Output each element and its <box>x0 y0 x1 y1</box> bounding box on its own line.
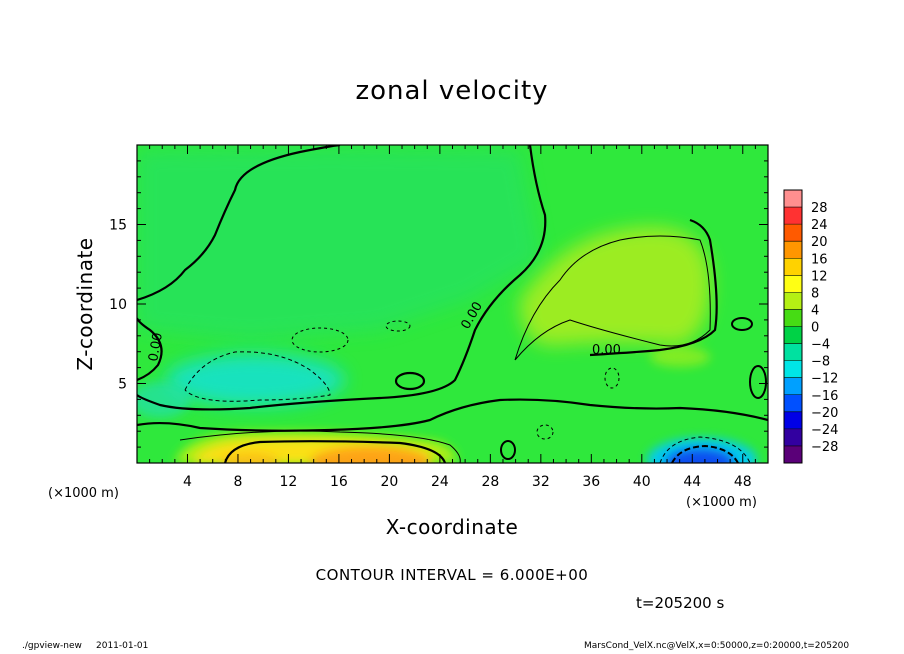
zero-contour-upper-left <box>137 145 341 302</box>
field-region-negative-left <box>165 354 345 406</box>
positive-contour-6 <box>223 440 447 463</box>
colorbar-swatch <box>784 207 802 225</box>
zero-contour-main <box>137 145 547 411</box>
zero-contour-loop-3 <box>731 317 753 331</box>
contour-label-left: 0.00 <box>146 332 166 363</box>
axes: 4 8 12 16 20 24 28 32 36 40 44 4851015X-coordinateZ… <box>48 145 768 539</box>
colorbar-label: −28 <box>811 440 838 455</box>
time-label: t=205200 s <box>636 594 725 612</box>
zero-contour-loop-4 <box>749 365 767 399</box>
field-region-negative-edge <box>137 382 190 418</box>
x-tick-label: 4 <box>183 474 192 490</box>
colorbar-label: −8 <box>811 355 830 370</box>
x-tick-label: 32 <box>532 474 550 490</box>
contour-lines <box>137 145 768 463</box>
colorbar-swatch <box>784 224 802 242</box>
colorbar-swatch <box>784 241 802 259</box>
colorbar-swatch <box>784 343 802 361</box>
footer-date: 2011-01-01 <box>96 641 149 651</box>
colorbar-label: 24 <box>811 218 828 233</box>
field-region-orange-small <box>220 453 280 463</box>
negative-contour-small-2 <box>385 320 411 332</box>
contour-interval-label: CONTOUR INTERVAL = 6.000E+00 <box>315 566 589 584</box>
negative-contour-small-3 <box>604 367 620 389</box>
y-tick-label: 5 <box>118 377 127 393</box>
chart-title: zonal velocity <box>355 76 549 106</box>
zero-contour-loop-2 <box>500 440 516 460</box>
positive-contour-right <box>514 235 711 361</box>
x-tick-label: 36 <box>582 474 600 490</box>
colorbar-swatch <box>784 292 802 310</box>
zero-contour-left-edge <box>137 317 163 382</box>
colorbar-swatch <box>784 326 802 344</box>
y-tick-label: 10 <box>109 297 127 313</box>
zero-contour-right <box>589 218 718 357</box>
x-tick-label: 16 <box>330 474 348 490</box>
zero-contour-lower <box>137 398 768 432</box>
field-region-blue-right <box>666 449 734 463</box>
x-tick-label: 24 <box>431 474 449 490</box>
colorbar-label: −12 <box>811 372 838 387</box>
negative-contour-left <box>184 351 331 402</box>
colorbar-label: 8 <box>811 286 819 301</box>
colorbar-swatch <box>784 275 802 293</box>
x-tick-label: 28 <box>481 474 499 490</box>
colorbar-swatch <box>784 445 802 463</box>
x-unit-label: (×1000 m) <box>686 495 757 510</box>
y-unit-label: (×1000 m) <box>48 486 119 501</box>
colorbar-swatch <box>784 411 802 429</box>
footer-source: MarsCond_VelX.nc@VelX,x=0:50000,z=0:2000… <box>584 641 850 651</box>
negative-contour-small-1 <box>291 327 349 353</box>
negative-contour-small-4 <box>536 424 554 440</box>
x-axis-title: X-coordinate <box>386 515 519 539</box>
x-tick-label: 20 <box>380 474 398 490</box>
field-region-positive-right <box>520 226 711 346</box>
x-tick-label: 12 <box>280 474 298 490</box>
x-tick-label: 44 <box>683 474 701 490</box>
zero-contour-loop-1 <box>394 371 426 391</box>
colorbar-label: −16 <box>811 389 838 404</box>
footer-program: ./gpview-new <box>22 641 82 651</box>
y-axis-title: Z-coordinate <box>73 237 97 370</box>
field-region-orange <box>310 447 430 463</box>
colorbar: 28 24 20 16 12 8 4 0 −4 −8 −12 −16 −20 −24 −28 <box>783 189 838 464</box>
x-tick-label: 40 <box>633 474 651 490</box>
colorbar-swatch <box>784 309 802 327</box>
negative-contour-right <box>659 436 751 463</box>
x-tick-label: 8 <box>233 474 242 490</box>
y-tick-label: 15 <box>109 218 127 234</box>
colorbar-label: 16 <box>811 252 828 267</box>
colorbar-swatch <box>784 428 802 446</box>
colorbar-label: 28 <box>811 201 828 216</box>
colorbar-swatch <box>784 190 802 208</box>
colorbar-label: 0 <box>811 321 819 336</box>
colorbar-label: −24 <box>811 423 838 438</box>
colorbar-swatch <box>784 360 802 378</box>
colorbar-label: −4 <box>811 338 830 353</box>
colorbar-swatch <box>784 377 802 395</box>
field-region-upper <box>137 148 540 340</box>
contour-label-right: 0.00 <box>592 343 621 358</box>
colorbar-label: −20 <box>811 406 838 421</box>
field-region-positive-small <box>650 347 710 367</box>
negative-contour-right-6 <box>671 444 739 463</box>
colorbar-label: 20 <box>811 235 828 250</box>
colorbar-swatch <box>784 258 802 276</box>
colorbar-label: 4 <box>811 303 819 318</box>
positive-contour-bottom <box>179 430 461 463</box>
colorbar-label: 12 <box>811 269 828 284</box>
colorbar-swatch <box>784 394 802 412</box>
velocity-field <box>137 145 768 463</box>
x-tick-label: 48 <box>734 474 752 490</box>
